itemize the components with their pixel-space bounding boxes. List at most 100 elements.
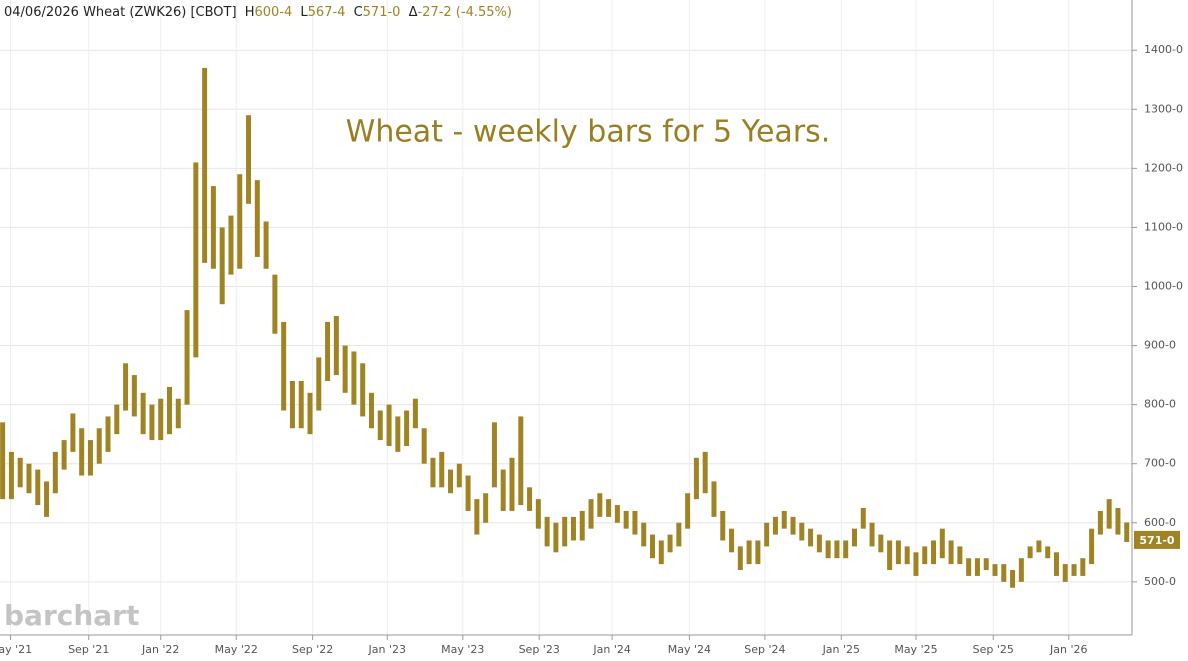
- price-bar: [1053, 552, 1059, 576]
- x-tick-label: May '24: [668, 643, 711, 656]
- price-bar: [685, 493, 691, 529]
- price-bar: [939, 528, 945, 559]
- price-bar: [553, 522, 559, 553]
- price-bar: [843, 540, 849, 559]
- price-bar: [1124, 522, 1130, 542]
- price-bar: [816, 534, 822, 553]
- price-bar: [395, 416, 401, 452]
- header-label: H: [245, 5, 255, 20]
- price-bar: [641, 522, 647, 547]
- price-bar: [720, 510, 726, 541]
- price-bar: [61, 440, 67, 470]
- x-tick-label: Sep '24: [744, 643, 785, 656]
- price-bar: [439, 451, 445, 488]
- price-bar: [114, 404, 120, 435]
- y-tick-label: 1000-0: [1144, 279, 1183, 292]
- price-bar: [386, 404, 392, 446]
- x-tick-label: Jan '25: [822, 643, 860, 656]
- price-bar: [202, 67, 208, 263]
- price-bar: [219, 227, 225, 305]
- x-tick-label: May '22: [215, 643, 258, 656]
- header-symbol: Wheat (ZWK26) [CBOT]: [83, 5, 236, 20]
- price-bar: [992, 564, 998, 576]
- x-tick-label: Jan '23: [368, 643, 406, 656]
- price-bar: [342, 345, 348, 393]
- price-bar: [448, 469, 454, 494]
- price-bar: [614, 505, 620, 523]
- x-tick-label: Sep '23: [519, 643, 560, 656]
- price-bar: [772, 516, 778, 535]
- price-bar: [307, 392, 313, 435]
- x-tick-label: Sep '21: [68, 643, 109, 656]
- price-bar: [35, 469, 41, 506]
- price-bar: [650, 534, 656, 559]
- price-bar: [1089, 528, 1095, 565]
- price-bar: [316, 357, 322, 411]
- price-bar: [755, 540, 761, 565]
- header-value: 571-0: [363, 5, 401, 20]
- price-bar: [632, 510, 638, 535]
- x-tick-label: Sep '25: [973, 643, 1014, 656]
- price-bar: [799, 522, 805, 541]
- price-bar: [254, 180, 260, 257]
- price-bar: [983, 558, 989, 571]
- x-tick-label: May '25: [894, 643, 937, 656]
- y-tick-label: 700-0: [1144, 457, 1176, 470]
- x-tick-label: Jan '22: [141, 643, 179, 656]
- price-bar: [509, 457, 515, 511]
- y-tick-label: 1200-0: [1144, 161, 1183, 174]
- price-bar: [1115, 508, 1121, 535]
- x-tick-label: May '21: [0, 643, 32, 656]
- price-bar: [518, 416, 524, 506]
- price-bar: [228, 215, 234, 275]
- price-bar: [465, 475, 471, 511]
- y-tick-label: 900-0: [1144, 339, 1176, 352]
- price-bar: [333, 316, 339, 376]
- price-bar: [579, 510, 585, 541]
- price-bar: [623, 510, 629, 529]
- price-bar: [456, 463, 462, 488]
- y-tick-label: 1300-0: [1144, 102, 1183, 115]
- price-bar: [483, 493, 489, 523]
- price-bar: [368, 392, 374, 429]
- price-bar: [825, 540, 831, 559]
- price-bar: [904, 546, 910, 565]
- x-tick-label: Jan '24: [592, 643, 630, 656]
- price-bar: [360, 363, 366, 417]
- price-bar: [412, 398, 418, 429]
- price-bar: [140, 392, 146, 435]
- price-bar: [351, 351, 357, 405]
- price-bar: [535, 499, 541, 529]
- price-bar: [246, 115, 252, 204]
- price-bar: [8, 451, 14, 500]
- price-bar: [702, 451, 708, 494]
- price-bar: [17, 457, 23, 488]
- price-bar: [70, 413, 76, 452]
- price-bar: [764, 522, 770, 547]
- price-bar: [860, 508, 866, 529]
- price-bar: [105, 416, 111, 452]
- y-tick-label: 1100-0: [1144, 220, 1183, 233]
- price-bar: [474, 499, 480, 535]
- price-bar: [913, 552, 919, 576]
- price-bar: [922, 546, 928, 565]
- price-bar: [1080, 558, 1086, 576]
- annotation: Wheat - weekly bars for 5 Years.: [346, 115, 831, 150]
- price-bar: [948, 540, 954, 565]
- price-bar: [931, 540, 937, 565]
- price-bar: [667, 534, 673, 553]
- last-price-badge: [1134, 530, 1180, 549]
- price-bar: [606, 499, 612, 517]
- price-bar: [0, 422, 6, 500]
- price-bar: [974, 558, 980, 576]
- price-bar: [957, 546, 963, 565]
- x-tick-label: Sep '22: [292, 643, 333, 656]
- price-bar: [79, 428, 85, 476]
- header-label: C: [354, 5, 363, 20]
- price-bar: [421, 428, 427, 464]
- price-bar: [808, 528, 814, 547]
- price-bar: [1010, 570, 1016, 588]
- price-bar: [263, 221, 269, 269]
- x-tick-label: Jan '26: [1049, 643, 1087, 656]
